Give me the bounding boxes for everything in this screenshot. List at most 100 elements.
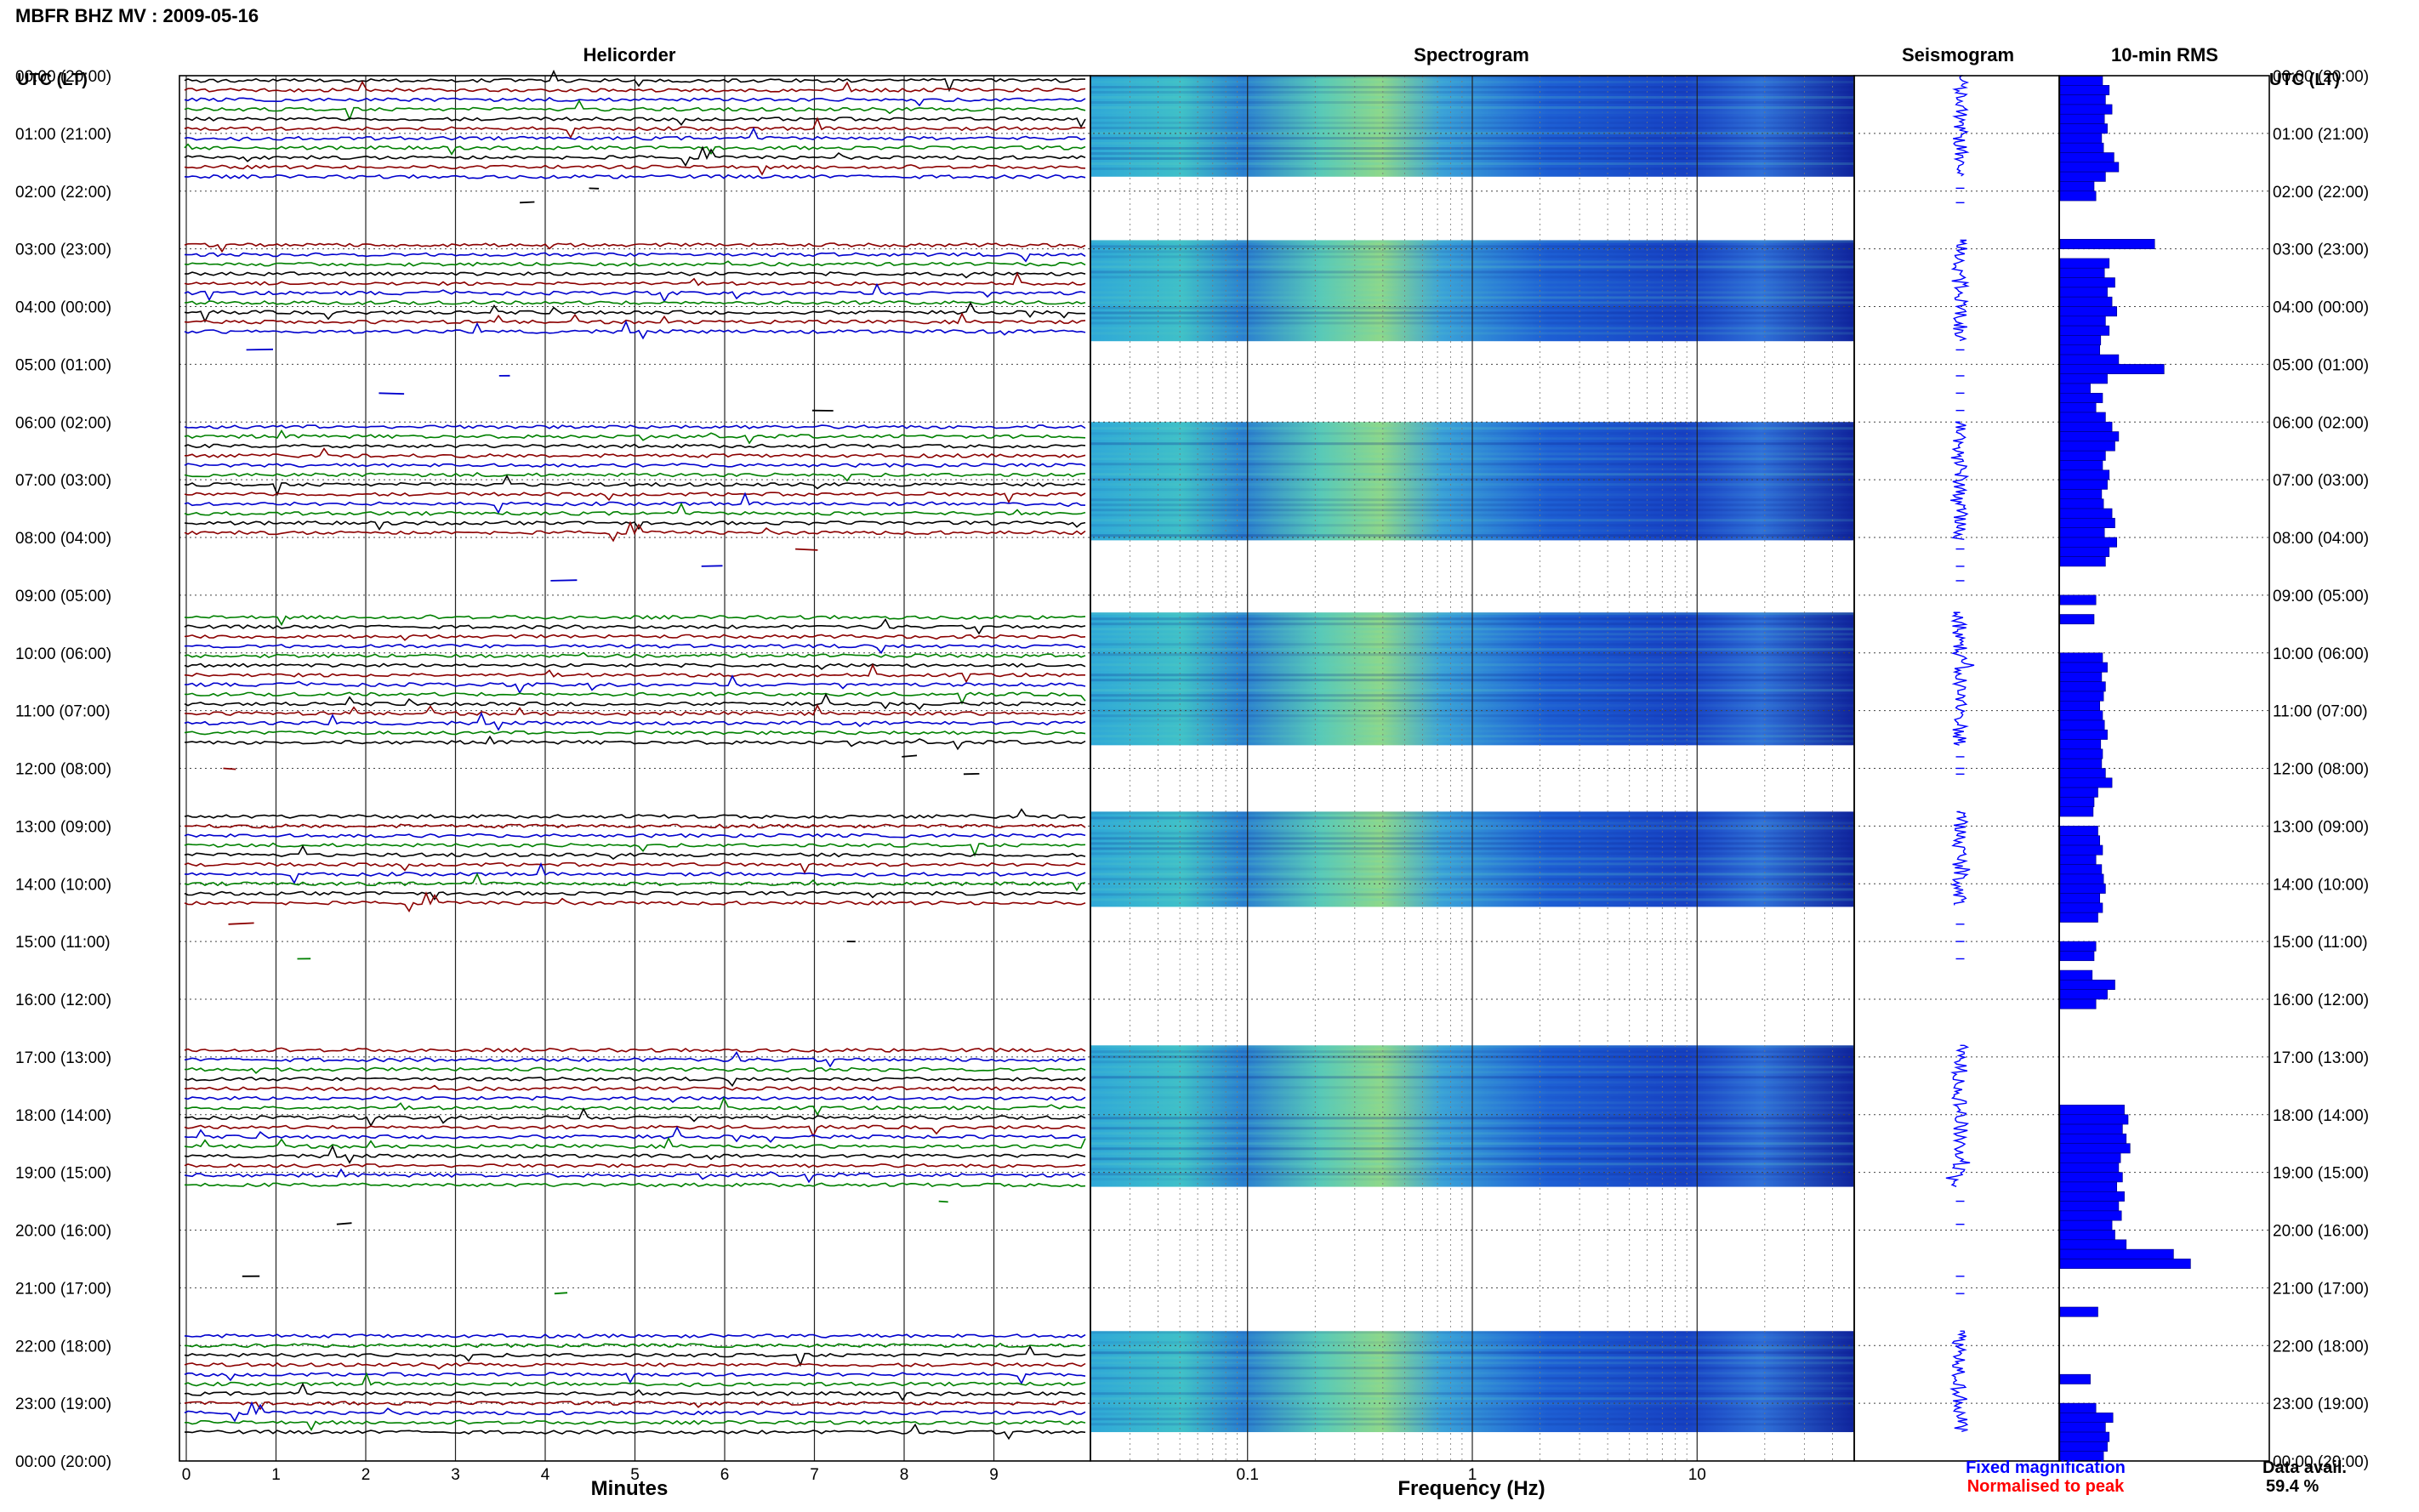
rms-bar bbox=[2059, 325, 2110, 336]
helicorder-trace bbox=[184, 861, 1086, 874]
helicorder-trace bbox=[184, 1372, 1086, 1385]
helicorder-trace bbox=[184, 1168, 1086, 1184]
rms-bar bbox=[2059, 1152, 2121, 1163]
helicorder-trace bbox=[184, 312, 1086, 325]
rms-bar bbox=[2059, 826, 2098, 836]
helicorder-trace bbox=[184, 99, 1086, 122]
rms-bar bbox=[2059, 748, 2103, 759]
helicorder-trace bbox=[184, 861, 1086, 885]
helicorder-trace bbox=[184, 69, 1085, 93]
helicorder-trace bbox=[184, 735, 1086, 751]
helicorder-x-tick-label: 9 bbox=[989, 1466, 999, 1484]
rms-bar bbox=[2059, 1123, 2123, 1134]
time-tick-label-right: 21:00 (17:00) bbox=[2273, 1280, 2369, 1298]
seismogram-trace bbox=[1950, 239, 1970, 342]
time-tick-label-left: 00:00 (20:00) bbox=[15, 1453, 111, 1471]
seismogram-trace bbox=[1949, 1330, 1969, 1432]
time-tick-label-left: 21:00 (17:00) bbox=[15, 1280, 111, 1298]
rms-bar bbox=[2059, 701, 2101, 711]
helicorder-trace bbox=[184, 842, 1086, 857]
helicorder-trace bbox=[184, 492, 1086, 504]
time-tick-label-right: 03:00 (23:00) bbox=[2273, 242, 2369, 259]
time-tick-label-right: 19:00 (15:00) bbox=[2273, 1165, 2369, 1183]
helicorder-trace bbox=[184, 145, 1086, 168]
helicorder-trace bbox=[184, 1382, 1086, 1401]
rms-bar bbox=[2059, 296, 2113, 307]
helicorder-trace bbox=[184, 1401, 1086, 1411]
helicorder-xlabel: Minutes bbox=[591, 1477, 669, 1500]
data-avail-label: Data avail. bbox=[2262, 1458, 2347, 1477]
rms-bar bbox=[2059, 421, 2113, 432]
helicorder-x-tick-label: 8 bbox=[900, 1466, 909, 1484]
rms-bar bbox=[2059, 1143, 2131, 1154]
rms-bar bbox=[2059, 431, 2120, 442]
time-tick-label-left: 11:00 (07:00) bbox=[15, 703, 111, 721]
time-tick-label-right: 13:00 (09:00) bbox=[2273, 818, 2369, 836]
time-tick-label-left: 01:00 (21:00) bbox=[15, 126, 111, 144]
rms-bar bbox=[2059, 1306, 2098, 1317]
rms-bar bbox=[2059, 287, 2108, 298]
helicorder-partial-trace bbox=[228, 922, 254, 925]
time-tick-label-left: 07:00 (03:00) bbox=[15, 472, 111, 490]
rms-bar bbox=[2059, 1373, 2091, 1384]
rms-bar bbox=[2059, 113, 2105, 124]
time-tick-label-left: 19:00 (15:00) bbox=[15, 1165, 111, 1183]
helicorder-trace bbox=[184, 1126, 1086, 1143]
rms-bar bbox=[2059, 951, 2095, 962]
rms-bar bbox=[2059, 1105, 2125, 1116]
helicorder-trace bbox=[184, 662, 1086, 670]
rms-bar bbox=[2059, 883, 2106, 894]
rms-bar bbox=[2059, 1259, 2191, 1270]
rms-bar bbox=[2059, 681, 2106, 692]
seismogram-trace bbox=[1950, 611, 1975, 746]
rms-bar bbox=[2059, 315, 2106, 327]
helicorder-partial-trace bbox=[795, 548, 818, 551]
rms-bar bbox=[2059, 412, 2106, 423]
helicorder-partial-trace bbox=[520, 201, 535, 204]
helicorder-x-tick-label: 3 bbox=[451, 1466, 460, 1484]
time-tick-label-right: 05:00 (01:00) bbox=[2273, 356, 2369, 374]
rms-bar bbox=[2059, 1441, 2108, 1452]
helicorder-trace bbox=[184, 1047, 1086, 1053]
helicorder-trace bbox=[184, 260, 1086, 267]
helicorder-trace bbox=[184, 447, 1086, 458]
rms-bar bbox=[2059, 335, 2102, 346]
helicorder-trace bbox=[184, 475, 1086, 497]
helicorder-x-tick-label: 2 bbox=[361, 1466, 371, 1484]
rms-bar bbox=[2059, 267, 2105, 278]
rms-bar bbox=[2059, 787, 2098, 798]
seismogram-panel-title: Seismogram bbox=[1902, 44, 2014, 65]
rms-bar bbox=[2059, 662, 2108, 673]
rms-bar bbox=[2059, 1219, 2113, 1231]
rms-bar bbox=[2059, 1431, 2110, 1442]
helicorder-panel-title: Helicorder bbox=[583, 44, 676, 65]
rms-bar bbox=[2059, 1114, 2129, 1125]
rms-bar bbox=[2059, 1422, 2106, 1433]
time-tick-label-left: 06:00 (02:00) bbox=[15, 414, 111, 432]
seismogram-trace bbox=[1950, 810, 1971, 906]
helicorder-trace bbox=[184, 890, 1086, 901]
rms-panel-title: 10-min RMS bbox=[2111, 44, 2218, 65]
rms-bar bbox=[2059, 1210, 2122, 1221]
helicorder-trace bbox=[184, 463, 1086, 468]
helicorder-trace bbox=[184, 472, 1086, 482]
helicorder-trace bbox=[184, 891, 1086, 913]
spectrogram-x-tick-label: 10 bbox=[1688, 1466, 1706, 1484]
rms-bar bbox=[2059, 797, 2095, 808]
helicorder-trace bbox=[184, 164, 1086, 176]
rms-bar bbox=[2059, 104, 2113, 115]
time-tick-label-right: 08:00 (04:00) bbox=[2273, 530, 2369, 548]
helicorder-trace bbox=[184, 692, 1085, 710]
rms-bar bbox=[2059, 739, 2102, 750]
helicorder-trace bbox=[184, 711, 1086, 731]
helicorder-trace bbox=[184, 730, 1086, 736]
rms-bar bbox=[2059, 806, 2094, 817]
helicorder-trace bbox=[185, 1419, 1086, 1432]
time-tick-label-right: 12:00 (08:00) bbox=[2273, 761, 2369, 779]
helicorder-trace bbox=[184, 1362, 1086, 1370]
rms-bar bbox=[2059, 556, 2106, 567]
helicorder-trace bbox=[184, 691, 1086, 705]
rms-bar bbox=[2059, 912, 2098, 923]
time-tick-label-right: 01:00 (21:00) bbox=[2273, 126, 2369, 144]
helicorder-partial-trace bbox=[379, 392, 405, 395]
